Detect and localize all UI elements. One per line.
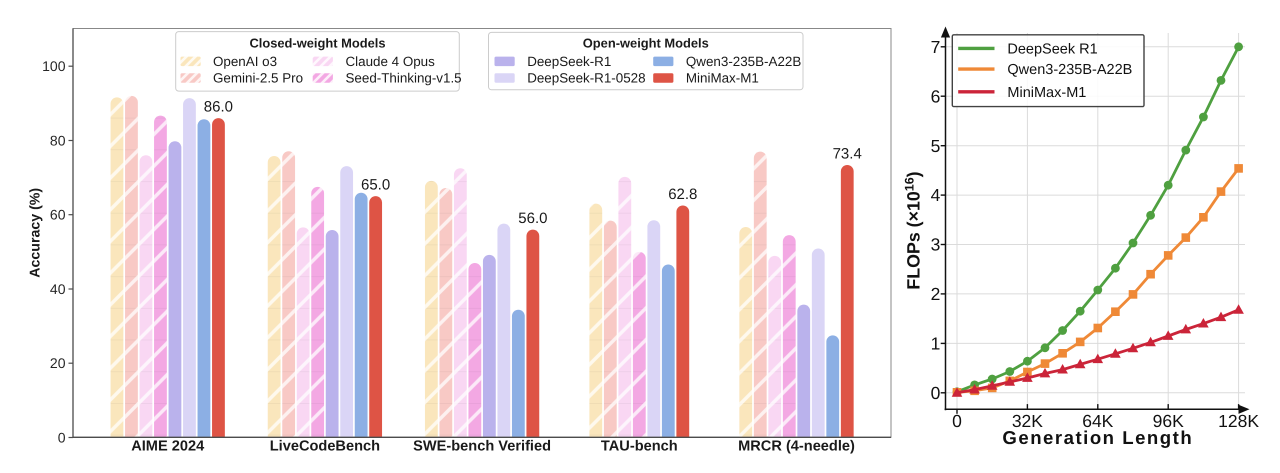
svg-text:40: 40: [50, 281, 66, 297]
svg-text:3: 3: [931, 235, 941, 255]
svg-text:20: 20: [50, 355, 66, 371]
svg-text:7: 7: [931, 37, 941, 57]
svg-text:Qwen3-235B-A22B: Qwen3-235B-A22B: [686, 54, 801, 69]
svg-text:0: 0: [952, 411, 962, 431]
svg-text:DeepSeek-R1: DeepSeek-R1: [527, 54, 611, 69]
svg-text:1: 1: [931, 334, 941, 354]
svg-text:Accuracy (%): Accuracy (%): [28, 188, 44, 278]
svg-text:Qwen3-235B-A22B: Qwen3-235B-A22B: [1007, 62, 1132, 78]
svg-text:SWE-bench Verified: SWE-bench Verified: [413, 439, 551, 455]
svg-text:5: 5: [931, 136, 941, 156]
svg-text:86.0: 86.0: [204, 99, 233, 116]
svg-text:TAU-bench: TAU-bench: [601, 439, 678, 455]
svg-text:80: 80: [50, 132, 66, 148]
svg-text:MiniMax-M1: MiniMax-M1: [1007, 85, 1086, 101]
svg-text:56.0: 56.0: [518, 210, 547, 227]
svg-text:DeepSeek-R1-0528: DeepSeek-R1-0528: [527, 71, 645, 86]
svg-text:Claude 4 Opus: Claude 4 Opus: [346, 54, 436, 69]
svg-text:OpenAI o3: OpenAI o3: [213, 54, 277, 69]
svg-text:128K: 128K: [1218, 411, 1259, 431]
svg-text:2: 2: [931, 284, 941, 304]
svg-text:Closed-weight Models: Closed-weight Models: [249, 35, 385, 50]
svg-text:64K: 64K: [1082, 411, 1113, 431]
svg-text:MRCR (4-needle): MRCR (4-needle): [738, 439, 855, 455]
svg-text:73.4: 73.4: [833, 146, 862, 163]
svg-text:0: 0: [58, 429, 66, 445]
svg-text:LiveCodeBench: LiveCodeBench: [270, 439, 380, 455]
svg-text:MiniMax-M1: MiniMax-M1: [686, 71, 759, 86]
svg-text:AIME 2024: AIME 2024: [131, 439, 205, 455]
svg-text:Generation Length: Generation Length: [1002, 427, 1193, 448]
svg-text:96K: 96K: [1153, 411, 1184, 431]
svg-text:FLOPs (×1016): FLOPs (×1016): [902, 171, 923, 289]
svg-text:0: 0: [931, 383, 941, 403]
svg-text:4: 4: [931, 185, 941, 205]
svg-text:60: 60: [50, 207, 66, 223]
svg-text:Open-weight Models: Open-weight Models: [583, 35, 709, 50]
svg-text:65.0: 65.0: [361, 177, 390, 194]
svg-text:62.8: 62.8: [668, 186, 697, 203]
svg-text:32K: 32K: [1012, 411, 1043, 431]
svg-text:Gemini-2.5 Pro: Gemini-2.5 Pro: [213, 71, 303, 86]
svg-text:DeepSeek R1: DeepSeek R1: [1007, 41, 1097, 57]
svg-text:6: 6: [931, 86, 941, 106]
svg-text:100: 100: [42, 58, 66, 74]
svg-text:Seed-Thinking-v1.5: Seed-Thinking-v1.5: [346, 71, 462, 86]
